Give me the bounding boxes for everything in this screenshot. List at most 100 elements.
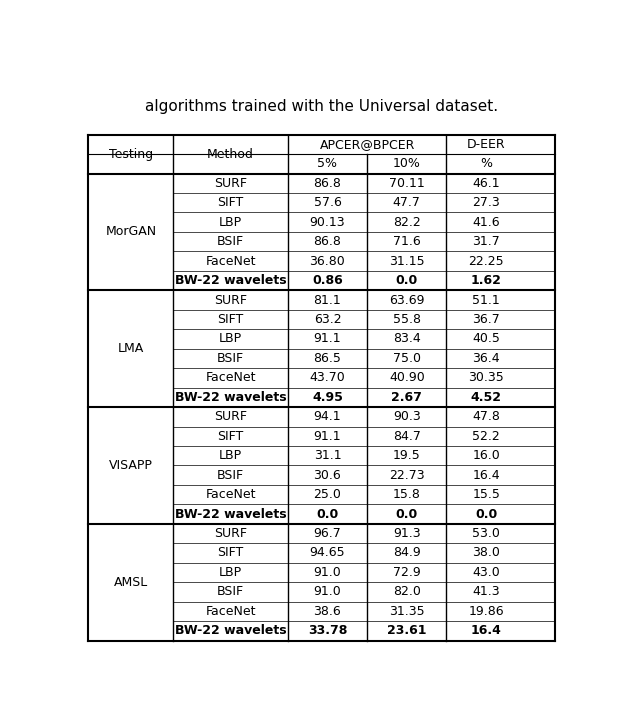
Text: 43.0: 43.0 — [472, 566, 501, 579]
Text: 2.67: 2.67 — [391, 391, 422, 404]
Text: 47.8: 47.8 — [472, 410, 501, 423]
Text: 82.0: 82.0 — [393, 585, 421, 598]
Text: 36.80: 36.80 — [310, 255, 345, 268]
Text: SURF: SURF — [214, 527, 247, 540]
Text: 22.25: 22.25 — [468, 255, 504, 268]
Text: %: % — [480, 158, 492, 171]
Text: 38.0: 38.0 — [472, 547, 501, 560]
Text: AMSL: AMSL — [114, 576, 148, 589]
Text: 43.70: 43.70 — [310, 372, 345, 384]
Text: 53.0: 53.0 — [472, 527, 501, 540]
Text: 91.1: 91.1 — [313, 333, 341, 346]
Text: SURF: SURF — [214, 177, 247, 189]
Text: 36.7: 36.7 — [472, 313, 501, 326]
Text: 30.35: 30.35 — [468, 372, 504, 384]
Text: 94.65: 94.65 — [310, 547, 345, 560]
Text: 4.95: 4.95 — [312, 391, 343, 404]
Text: 30.6: 30.6 — [313, 469, 342, 481]
Text: 0.0: 0.0 — [475, 507, 497, 521]
Text: BW-22 wavelets: BW-22 wavelets — [175, 274, 286, 287]
Text: 72.9: 72.9 — [393, 566, 421, 579]
Text: 36.4: 36.4 — [472, 352, 500, 365]
Text: BW-22 wavelets: BW-22 wavelets — [175, 391, 286, 404]
Text: 51.1: 51.1 — [472, 293, 501, 306]
Text: 70.11: 70.11 — [389, 177, 425, 189]
Text: 16.4: 16.4 — [472, 469, 500, 481]
Text: 86.8: 86.8 — [313, 177, 342, 189]
Text: 23.61: 23.61 — [387, 624, 426, 637]
Text: 90.3: 90.3 — [393, 410, 421, 423]
Text: 47.7: 47.7 — [393, 196, 421, 209]
Text: BSIF: BSIF — [217, 352, 244, 365]
Text: 91.1: 91.1 — [313, 430, 341, 443]
Text: FaceNet: FaceNet — [205, 488, 256, 501]
Text: 41.3: 41.3 — [472, 585, 500, 598]
Text: 91.0: 91.0 — [313, 566, 342, 579]
Text: 55.8: 55.8 — [392, 313, 421, 326]
Text: 27.3: 27.3 — [472, 196, 501, 209]
Text: 86.5: 86.5 — [313, 352, 342, 365]
Text: 84.7: 84.7 — [393, 430, 421, 443]
Text: 0.0: 0.0 — [396, 274, 418, 287]
Text: FaceNet: FaceNet — [205, 255, 256, 268]
Text: LBP: LBP — [219, 566, 242, 579]
Text: 91.3: 91.3 — [393, 527, 421, 540]
Text: Testing: Testing — [109, 147, 153, 160]
Text: SURF: SURF — [214, 293, 247, 306]
Text: 1.62: 1.62 — [471, 274, 502, 287]
Text: 4.52: 4.52 — [471, 391, 502, 404]
Text: SIFT: SIFT — [217, 196, 244, 209]
Text: 16.4: 16.4 — [471, 624, 502, 637]
Text: 31.35: 31.35 — [389, 605, 425, 618]
Text: BW-22 wavelets: BW-22 wavelets — [175, 507, 286, 521]
Text: SIFT: SIFT — [217, 430, 244, 443]
Text: 22.73: 22.73 — [389, 469, 425, 481]
Text: 90.13: 90.13 — [310, 216, 345, 229]
Text: BSIF: BSIF — [217, 585, 244, 598]
Text: 40.5: 40.5 — [472, 333, 501, 346]
Text: 16.0: 16.0 — [472, 449, 501, 462]
Text: BSIF: BSIF — [217, 469, 244, 481]
Text: 91.0: 91.0 — [313, 585, 342, 598]
Text: 81.1: 81.1 — [313, 293, 342, 306]
Text: 71.6: 71.6 — [393, 235, 421, 248]
Text: FaceNet: FaceNet — [205, 605, 256, 618]
Text: 15.5: 15.5 — [472, 488, 501, 501]
Text: 33.78: 33.78 — [308, 624, 347, 637]
Text: 0.86: 0.86 — [312, 274, 343, 287]
Text: 31.7: 31.7 — [472, 235, 501, 248]
Text: 19.86: 19.86 — [468, 605, 504, 618]
Text: 41.6: 41.6 — [472, 216, 500, 229]
Text: 75.0: 75.0 — [392, 352, 421, 365]
Text: 52.2: 52.2 — [472, 430, 501, 443]
Text: 40.90: 40.90 — [389, 372, 425, 384]
Text: BSIF: BSIF — [217, 235, 244, 248]
Text: 31.15: 31.15 — [389, 255, 425, 268]
Text: D-EER: D-EER — [467, 138, 506, 151]
Text: 84.9: 84.9 — [393, 547, 421, 560]
Text: 46.1: 46.1 — [472, 177, 500, 189]
Text: SURF: SURF — [214, 410, 247, 423]
Text: 38.6: 38.6 — [313, 605, 342, 618]
Text: 15.8: 15.8 — [393, 488, 421, 501]
Text: Method: Method — [207, 147, 254, 160]
Text: LBP: LBP — [219, 333, 242, 346]
Text: 94.1: 94.1 — [313, 410, 341, 423]
Text: LMA: LMA — [117, 342, 144, 355]
Text: VISAPP: VISAPP — [109, 459, 153, 472]
Text: 86.8: 86.8 — [313, 235, 342, 248]
Text: 25.0: 25.0 — [313, 488, 342, 501]
Text: 96.7: 96.7 — [313, 527, 342, 540]
Text: 82.2: 82.2 — [393, 216, 421, 229]
Text: 57.6: 57.6 — [313, 196, 342, 209]
Text: LBP: LBP — [219, 216, 242, 229]
Text: 63.69: 63.69 — [389, 293, 425, 306]
Text: FaceNet: FaceNet — [205, 372, 256, 384]
Text: 5%: 5% — [317, 158, 337, 171]
Text: 0.0: 0.0 — [396, 507, 418, 521]
Text: algorithms trained with the Universal dataset.: algorithms trained with the Universal da… — [145, 99, 499, 114]
Text: APCER@BPCER: APCER@BPCER — [320, 138, 415, 151]
Text: 83.4: 83.4 — [393, 333, 421, 346]
Text: 0.0: 0.0 — [317, 507, 338, 521]
Text: MorGAN: MorGAN — [106, 226, 156, 238]
